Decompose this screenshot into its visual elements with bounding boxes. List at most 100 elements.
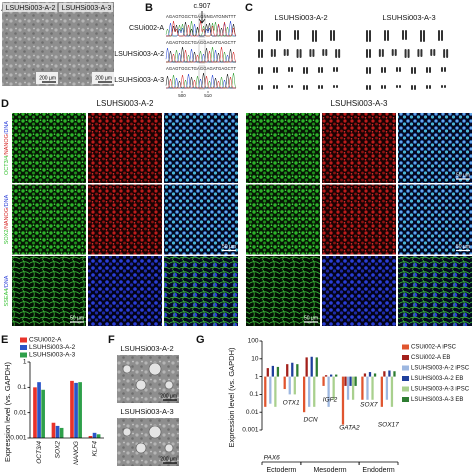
fluorescence-image <box>322 113 396 183</box>
row-label-part: OCT3/4 <box>4 156 10 175</box>
chromosome <box>336 67 338 72</box>
chromosome <box>366 85 368 90</box>
chromosome <box>369 49 371 58</box>
chromosome <box>273 67 275 73</box>
legend-label: LSUHSi003-A-3 iPSC <box>411 387 470 393</box>
row-label: SOX2/NANOG/DNA <box>4 194 10 244</box>
bar <box>313 376 316 407</box>
legend-swatch <box>402 344 409 350</box>
sequence: AGAGTGGCTGAGNNGATGNNTTT <box>166 14 236 19</box>
chromosome <box>430 49 433 56</box>
chromosome <box>258 30 260 42</box>
chromosome <box>446 49 449 58</box>
bar <box>286 364 289 377</box>
x-tick-label: OCT3/4 <box>36 441 43 464</box>
bar <box>390 376 394 407</box>
chromosome <box>283 49 286 56</box>
fluorescence-image <box>246 256 320 326</box>
x-tick-label: KLF4 <box>91 441 98 457</box>
group-label: Mesoderm <box>313 467 346 474</box>
group-label: Ectoderm <box>266 467 296 474</box>
chromosome <box>338 49 341 58</box>
chromosome <box>369 67 371 74</box>
trace <box>166 73 236 89</box>
bar <box>271 365 274 377</box>
chromosome <box>369 30 371 42</box>
fluorescence-image <box>164 113 238 183</box>
chromosome <box>417 49 420 57</box>
row-label-part: /NANOG <box>4 208 10 230</box>
bar <box>283 376 286 390</box>
x-tick-label: GATA2 <box>339 425 360 432</box>
bar <box>269 376 272 404</box>
arrow <box>198 11 206 24</box>
chromosome <box>407 49 410 58</box>
bar <box>346 376 350 400</box>
chromosome <box>381 67 383 73</box>
y-tick-label: 1 <box>23 359 27 366</box>
scale-bar-label: 200 µm <box>95 75 112 81</box>
chromosome <box>325 49 328 56</box>
label-bg <box>59 3 113 12</box>
fluorescence-image <box>322 256 396 326</box>
chromosome <box>261 85 263 90</box>
group-label: Endoderm <box>362 467 394 474</box>
x-tick-label: SOX17 <box>378 422 399 429</box>
panel-letter: B <box>145 2 153 14</box>
x-tick-label: SOX2 <box>54 441 61 459</box>
highlight <box>198 65 206 90</box>
chromosome <box>333 85 335 88</box>
chromosome <box>387 30 389 41</box>
chromosome <box>399 85 401 88</box>
chromosome <box>426 67 428 73</box>
x-tick-label: IGF2 <box>323 397 338 404</box>
bar <box>335 374 338 377</box>
label-bg <box>3 3 57 12</box>
fluorescence-image <box>88 256 162 326</box>
chromosome <box>322 49 325 56</box>
chromosome <box>405 30 407 40</box>
bar <box>55 425 60 438</box>
row-label-part: /DNA <box>4 194 10 207</box>
legend-swatch <box>20 352 27 358</box>
scale-bar-label: 200 µm <box>39 75 56 81</box>
chromosome <box>399 67 401 72</box>
chromosome <box>366 49 368 58</box>
trace <box>166 74 236 89</box>
y-tick-label: 0.001 <box>10 435 27 442</box>
bar <box>88 435 93 438</box>
legend-label: CSUi002-A EB <box>411 355 450 361</box>
y-axis-label: Expression level (vs. GAPDH) <box>227 347 236 448</box>
y-tick-label: 0.1 <box>17 384 26 391</box>
legend-swatch <box>402 365 409 371</box>
chromosome <box>303 67 305 74</box>
bar <box>296 364 299 377</box>
scale-bar-label: 200 µm <box>160 456 177 462</box>
legend-swatch <box>402 397 409 402</box>
sample-name: CSUi002-A <box>129 25 164 32</box>
bar <box>78 382 82 438</box>
karyotype-label: LSUHSi003-A-2 <box>274 13 327 22</box>
x-tick-label: OTX1 <box>283 400 300 407</box>
chromosome <box>309 49 312 57</box>
sample-name: LSUHSi003-A-2 <box>114 51 164 58</box>
chromosome <box>258 49 260 58</box>
chromosome <box>291 85 293 88</box>
row-label: SSEA4/DNA <box>4 275 10 306</box>
bar <box>324 375 328 377</box>
chromosome <box>394 49 397 56</box>
y-tick-label: 10 <box>251 356 259 363</box>
image-label: LSUHSi003-A-3 <box>120 407 173 416</box>
chromosome <box>414 85 416 90</box>
bar <box>327 376 330 407</box>
y-tick-label: 0.001 <box>242 427 259 434</box>
bar <box>276 366 280 377</box>
chromosome <box>294 30 296 40</box>
bar <box>344 376 347 386</box>
row-label-part: /NANOG <box>4 134 10 156</box>
y-tick-label: 1 <box>255 373 259 380</box>
chromosome <box>433 49 436 56</box>
chromosome <box>297 30 299 40</box>
fluorescence-image <box>398 184 472 255</box>
